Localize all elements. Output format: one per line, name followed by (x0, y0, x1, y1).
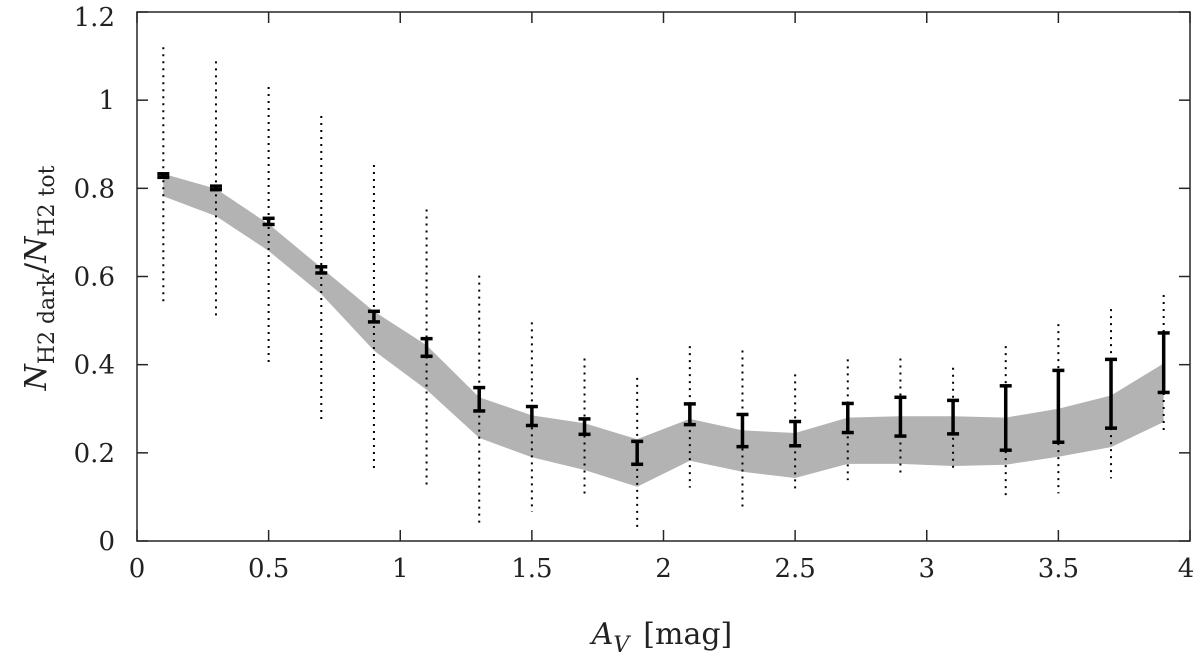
y-tick-label: 0.4 (74, 351, 115, 381)
errorbar (420, 336, 433, 359)
errorbar (315, 265, 328, 275)
errorbar (1052, 368, 1065, 445)
y-tick-label: 0.6 (74, 263, 115, 293)
y-tick-label: 0 (98, 527, 115, 557)
errorbar (683, 402, 696, 427)
x-tick-label: 4 (1178, 554, 1195, 584)
errorbar (894, 395, 907, 438)
shaded-band (163, 173, 1164, 487)
axes-frame (136, 11, 1191, 542)
errorbar (789, 419, 802, 448)
errorbar (209, 184, 222, 192)
errorbar (1157, 331, 1170, 395)
errorbar (841, 401, 854, 435)
x-tick-label: 0.5 (248, 554, 289, 584)
errorbar (947, 398, 960, 436)
errorbar (1105, 357, 1118, 430)
errorbar (631, 439, 644, 467)
y-tick-label: 0.8 (74, 174, 115, 204)
errorbar (999, 384, 1012, 452)
y-tick-label: 1 (98, 86, 115, 116)
shaded-band-layer (163, 173, 1164, 487)
errorbar (367, 309, 380, 324)
errorbar (157, 172, 170, 180)
errorbar (262, 216, 275, 227)
y-tick-label: 0.2 (74, 439, 115, 469)
x-axis-label: AV [mag] (589, 617, 733, 658)
x-tick-label: 2 (655, 554, 672, 584)
tick-label-layer: 0 0.5 1 1.5 2 2.5 3 3.5 4 0 0.2 0.4 0.6 0.8 1 1.2 (74, 3, 1195, 584)
errorbar-layer (157, 172, 1170, 467)
y-axis-label: NH2 dark/NH2 tot (19, 165, 60, 391)
errorbar (473, 385, 486, 413)
x-tick-label: 1 (392, 554, 409, 584)
x-tick-label: 1.5 (511, 554, 552, 584)
y-tick-label: 1.2 (74, 3, 115, 33)
x-tick-label: 0 (129, 554, 146, 584)
x-tick-label: 3 (918, 554, 935, 584)
errorbar (525, 404, 538, 428)
x-tick-label: 3.5 (1038, 554, 1079, 584)
errorbar (736, 412, 749, 449)
errorbar (578, 417, 591, 437)
x-tick-label: 2.5 (774, 554, 815, 584)
